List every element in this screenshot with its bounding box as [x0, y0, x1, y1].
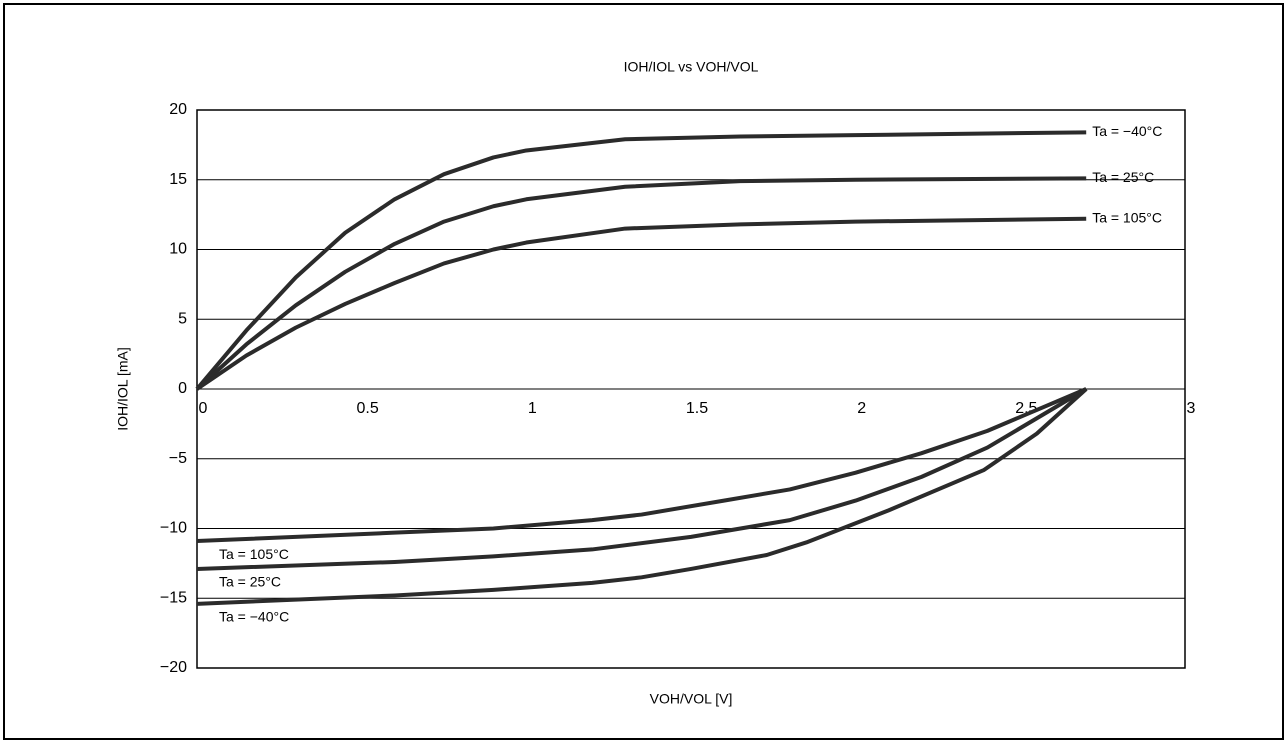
line — [195, 216, 1087, 391]
series-label: Ta = 105°C — [1092, 210, 1162, 226]
line — [196, 387, 1088, 606]
x-tick-label: 0 — [199, 400, 208, 417]
series-label: Ta = 25°C — [1092, 169, 1154, 185]
y-tick-label: 0 — [178, 380, 187, 397]
x-tick-label: 1 — [528, 400, 537, 417]
x-tick-label: 3 — [1187, 400, 1196, 417]
y-axis-label: IOH/IOL [mA] — [115, 347, 131, 431]
line — [195, 130, 1087, 391]
y-tick-label: −15 — [160, 589, 187, 606]
line — [196, 387, 1087, 544]
line — [196, 387, 1088, 571]
x-axis-label: VOH/VOL [V] — [650, 691, 733, 707]
y-tick-label: 10 — [169, 241, 187, 258]
y-tick-label: −20 — [160, 659, 187, 676]
line — [195, 176, 1087, 391]
x-tick-label: 0.5 — [357, 400, 379, 417]
x-tick-label: 2 — [857, 400, 866, 417]
y-tick-label: 5 — [178, 310, 187, 327]
series-label: Ta = −40°C — [219, 609, 289, 625]
x-tick-label: 1.5 — [686, 400, 708, 417]
y-tick-label: 20 — [169, 101, 187, 118]
y-tick-label: −10 — [160, 520, 187, 537]
y-tick-label: 15 — [169, 171, 187, 188]
series-label: Ta = 105°C — [219, 546, 289, 562]
series-label: Ta = −40°C — [1092, 123, 1162, 139]
chart-title: IOH/IOL vs VOH/VOL — [624, 59, 759, 75]
y-tick-label: −5 — [169, 450, 187, 467]
frame — [3, 3, 1284, 740]
series-label: Ta = 25°C — [219, 574, 281, 590]
